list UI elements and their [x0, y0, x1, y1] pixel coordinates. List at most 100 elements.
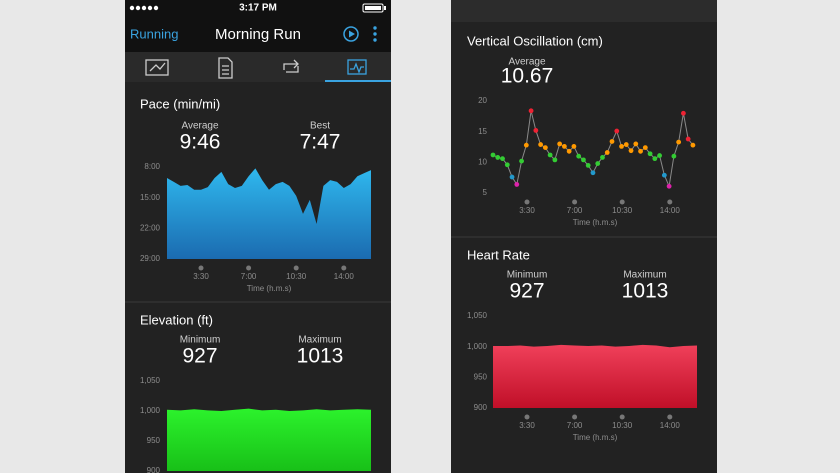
- x-tick-mark: [667, 199, 673, 205]
- x-tick-label: 3:30: [519, 421, 535, 430]
- point: [595, 161, 601, 166]
- point: [552, 157, 558, 163]
- point: [647, 151, 653, 157]
- point: [509, 174, 515, 180]
- x-tick-mark: [341, 265, 347, 271]
- stat-label: Maximum: [298, 335, 341, 346]
- point: [495, 155, 501, 160]
- point: [657, 153, 662, 158]
- active-tab-indicator: [325, 80, 391, 82]
- y-tick-label: 950: [147, 436, 161, 445]
- stat-label: Best: [310, 121, 330, 132]
- point: [619, 143, 624, 149]
- point: [562, 143, 567, 149]
- section-title: Elevation (ft): [140, 312, 213, 327]
- x-tick-label: 7:00: [567, 421, 583, 430]
- point: [681, 110, 686, 116]
- point: [585, 163, 591, 168]
- screen-title: Morning Run: [215, 26, 301, 43]
- point: [604, 150, 610, 155]
- y-tick-label: 8:00: [144, 162, 160, 171]
- x-tick-mark: [619, 414, 625, 420]
- section-title: Heart Rate: [467, 247, 530, 262]
- x-tick-mark: [572, 199, 578, 205]
- point: [652, 156, 658, 162]
- point: [623, 142, 629, 147]
- point: [514, 182, 520, 187]
- point: [581, 157, 586, 163]
- y-tick-label: 1,000: [467, 342, 488, 351]
- section-title: Vertical Oscillation (cm): [467, 33, 603, 48]
- x-tick-label: 14:00: [660, 206, 681, 215]
- y-tick-label: 900: [474, 403, 488, 412]
- area: [167, 408, 371, 471]
- x-tick-mark: [667, 414, 673, 420]
- x-tick-label: 14:00: [334, 272, 355, 281]
- point: [642, 145, 648, 151]
- point: [542, 145, 548, 151]
- stat-value: 1013: [622, 280, 669, 303]
- x-axis-label: Time (h.m.s): [573, 218, 618, 227]
- signal-icon: [129, 5, 159, 11]
- stat-value: 927: [182, 345, 217, 368]
- point: [557, 141, 563, 147]
- stat-value: 927: [509, 280, 544, 303]
- point: [638, 148, 643, 154]
- stat-label: Minimum: [180, 335, 221, 346]
- x-tick-mark: [198, 265, 204, 271]
- point: [571, 143, 577, 149]
- y-tick-label: 1,000: [140, 406, 161, 415]
- x-tick-label: 7:00: [241, 272, 257, 281]
- point: [628, 148, 634, 154]
- x-tick-label: 14:00: [660, 421, 681, 430]
- point: [676, 139, 682, 145]
- point: [566, 148, 572, 154]
- y-tick-label: 900: [147, 466, 161, 473]
- x-tick-mark: [572, 414, 578, 420]
- area: [493, 344, 697, 408]
- point: [666, 183, 672, 189]
- tab-laps[interactable]: [283, 59, 299, 73]
- y-tick-label: 1,050: [467, 311, 488, 320]
- menu-button[interactable]: [373, 26, 377, 42]
- point: [500, 156, 505, 162]
- x-tick-label: 3:30: [193, 272, 209, 281]
- tab-bar: [125, 52, 391, 82]
- y-tick-label: 10: [478, 157, 487, 166]
- back-button[interactable]: Running: [130, 26, 178, 41]
- top-bar: [125, 0, 391, 52]
- stat-value: 7:47: [300, 131, 341, 154]
- y-tick-label: 950: [474, 372, 488, 381]
- top-bar: [451, 0, 717, 22]
- x-axis-label: Time (h.m.s): [573, 433, 618, 442]
- point: [528, 108, 534, 114]
- point: [661, 172, 667, 178]
- point: [614, 128, 620, 134]
- tab-summary[interactable]: [145, 59, 169, 76]
- battery-icon: [362, 3, 386, 13]
- tab-charts[interactable]: [347, 59, 367, 75]
- tab-details[interactable]: [218, 57, 233, 79]
- point: [547, 152, 553, 158]
- y-tick-label: 20: [478, 96, 487, 105]
- stat-value: 1013: [297, 345, 344, 368]
- x-tick-label: 10:30: [612, 206, 633, 215]
- point: [590, 170, 596, 176]
- point: [600, 155, 605, 160]
- play-button[interactable]: [343, 26, 359, 42]
- y-tick-label: 1,050: [140, 376, 161, 385]
- point: [523, 142, 529, 148]
- y-tick-label: 15:00: [140, 193, 161, 202]
- x-tick-mark: [246, 265, 252, 271]
- x-tick-label: 10:30: [612, 421, 633, 430]
- x-tick-mark: [524, 199, 530, 205]
- stat-value: 10.67: [501, 65, 554, 88]
- point: [504, 162, 510, 168]
- x-tick-label: 7:00: [567, 206, 583, 215]
- x-tick-mark: [619, 199, 625, 205]
- stat-label: Average: [181, 121, 219, 132]
- point: [519, 158, 524, 164]
- y-tick-label: 29:00: [140, 254, 161, 263]
- point: [538, 142, 543, 147]
